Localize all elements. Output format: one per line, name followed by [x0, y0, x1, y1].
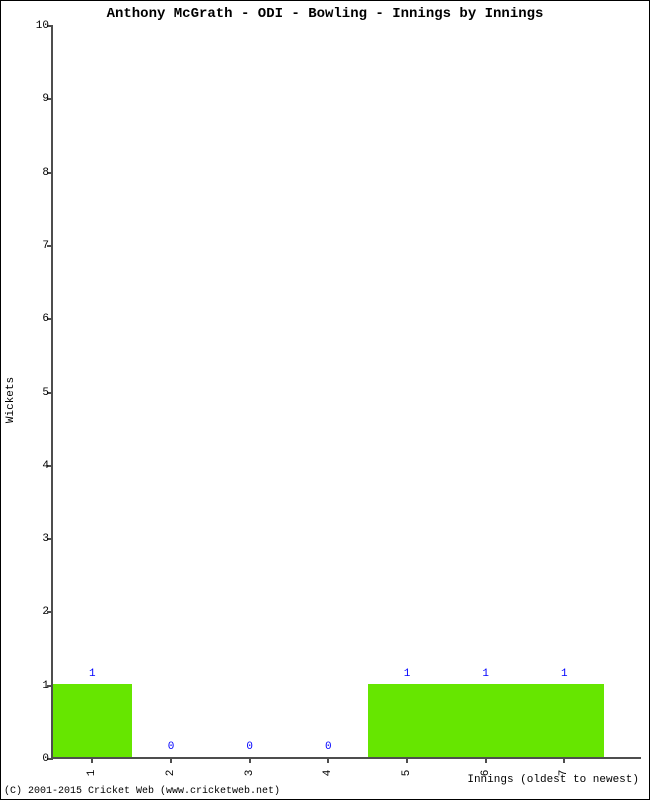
chart-container: Anthony McGrath - ODI - Bowling - Inning…: [0, 0, 650, 800]
x-tick: [249, 757, 251, 763]
y-tick-label: 0: [31, 753, 49, 765]
chart-title: Anthony McGrath - ODI - Bowling - Inning…: [1, 6, 649, 22]
x-tick: [327, 757, 329, 763]
x-tick-label: 3: [244, 770, 256, 777]
y-tick-label: 6: [31, 313, 49, 325]
x-tick: [406, 757, 408, 763]
bar: [368, 684, 447, 757]
bar: [53, 684, 132, 757]
x-tick-label: 5: [401, 770, 413, 777]
bar-value-label: 1: [561, 668, 568, 680]
x-tick-label: 4: [322, 770, 334, 777]
y-tick-label: 5: [31, 387, 49, 399]
y-axis-label: Wickets: [5, 377, 17, 423]
x-tick: [563, 757, 565, 763]
y-tick-label: 2: [31, 606, 49, 618]
y-tick-label: 3: [31, 533, 49, 545]
x-tick-label: 2: [165, 770, 177, 777]
x-tick-label: 1: [86, 770, 98, 777]
y-tick-label: 10: [31, 20, 49, 32]
bar-value-label: 0: [168, 741, 175, 753]
y-tick-label: 1: [31, 680, 49, 692]
bar-value-label: 0: [246, 741, 253, 753]
y-tick-label: 9: [31, 93, 49, 105]
y-tick-label: 4: [31, 460, 49, 472]
bar: [446, 684, 525, 757]
x-tick: [170, 757, 172, 763]
bar: [525, 684, 604, 757]
x-tick: [91, 757, 93, 763]
bar-value-label: 1: [404, 668, 411, 680]
y-tick-label: 7: [31, 240, 49, 252]
y-tick-label: 8: [31, 167, 49, 179]
x-axis-label: Innings (oldest to newest): [467, 774, 639, 786]
plot-area: 01234567891011020304151617: [51, 26, 641, 759]
bar-value-label: 0: [325, 741, 332, 753]
bar-value-label: 1: [482, 668, 489, 680]
x-tick: [485, 757, 487, 763]
copyright-text: (C) 2001-2015 Cricket Web (www.cricketwe…: [4, 786, 280, 797]
bar-value-label: 1: [89, 668, 96, 680]
